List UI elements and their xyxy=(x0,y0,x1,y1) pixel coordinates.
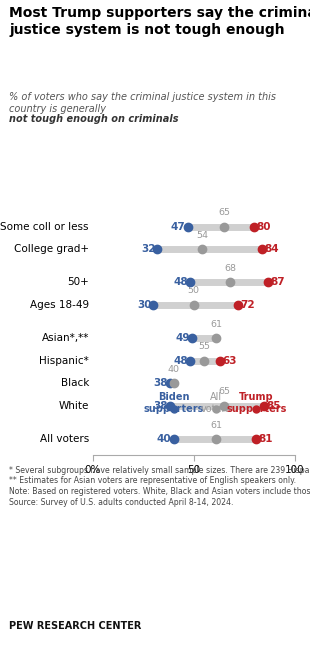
Text: Some coll or less: Some coll or less xyxy=(1,222,89,232)
Text: 48: 48 xyxy=(173,277,188,288)
Text: All voters: All voters xyxy=(40,434,89,444)
Text: PEW RESEARCH CENTER: PEW RESEARCH CENTER xyxy=(9,620,142,631)
Text: 38: 38 xyxy=(153,401,167,410)
Text: 50: 50 xyxy=(188,286,200,295)
Text: 84: 84 xyxy=(264,244,279,254)
Text: Trump
supporters: Trump supporters xyxy=(226,392,286,415)
Text: 63: 63 xyxy=(222,356,237,366)
Text: 50+: 50+ xyxy=(67,277,89,288)
Text: 48: 48 xyxy=(173,356,188,366)
Text: % of voters who say the criminal justice system in this
country is generally: % of voters who say the criminal justice… xyxy=(9,92,276,114)
Text: 40: 40 xyxy=(168,365,179,373)
Text: Black: Black xyxy=(60,378,89,388)
Text: 49: 49 xyxy=(175,333,190,343)
Text: Biden
supporters: Biden supporters xyxy=(144,392,204,415)
Text: 85: 85 xyxy=(266,401,281,410)
Text: 32: 32 xyxy=(141,244,156,254)
Text: 61: 61 xyxy=(210,421,222,430)
Text: 65: 65 xyxy=(218,208,230,217)
Text: 30: 30 xyxy=(137,300,151,310)
Text: Ages 18-49: Ages 18-49 xyxy=(30,300,89,310)
Text: 55: 55 xyxy=(198,342,210,352)
Text: 87: 87 xyxy=(270,277,285,288)
Text: 65: 65 xyxy=(218,387,230,396)
Text: 81: 81 xyxy=(258,434,273,444)
Text: 38: 38 xyxy=(153,378,167,388)
Text: 54: 54 xyxy=(196,230,208,239)
Text: White: White xyxy=(59,401,89,410)
Text: College grad+: College grad+ xyxy=(14,244,89,254)
Text: 68: 68 xyxy=(224,264,236,273)
Text: All
voters: All voters xyxy=(201,392,231,415)
Text: 40: 40 xyxy=(157,434,172,444)
Text: Hispanic*: Hispanic* xyxy=(39,356,89,366)
Text: Most Trump supporters say the criminal
justice system is not tough enough: Most Trump supporters say the criminal j… xyxy=(9,6,310,37)
Text: 61: 61 xyxy=(210,320,222,329)
Text: 47: 47 xyxy=(171,222,186,232)
Text: Asian*,**: Asian*,** xyxy=(42,333,89,343)
Text: 80: 80 xyxy=(256,222,271,232)
Text: * Several subgroups have relatively small sample sizes. There are 239 Hispanic B: * Several subgroups have relatively smal… xyxy=(9,466,310,507)
Text: 72: 72 xyxy=(240,300,255,310)
Text: not tough enough on criminals: not tough enough on criminals xyxy=(9,114,179,124)
